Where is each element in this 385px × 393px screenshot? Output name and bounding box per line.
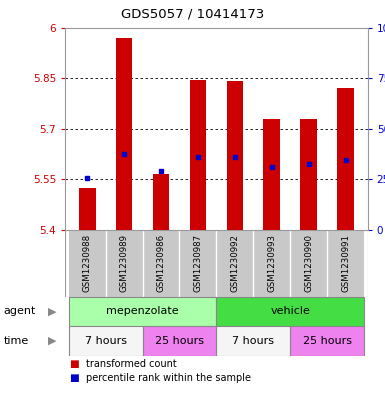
Bar	[153, 174, 169, 230]
Bar	[290, 230, 327, 297]
Text: GSM1230991: GSM1230991	[341, 234, 350, 292]
Bar	[290, 326, 364, 356]
Bar	[337, 88, 354, 230]
Text: GDS5057 / 10414173: GDS5057 / 10414173	[121, 7, 264, 20]
Bar	[142, 326, 216, 356]
Text: GSM1230993: GSM1230993	[267, 234, 276, 292]
Text: ■: ■	[69, 358, 79, 369]
Bar	[290, 326, 364, 356]
Bar	[79, 188, 95, 230]
Bar	[105, 230, 142, 297]
Bar	[253, 230, 290, 297]
Bar	[142, 230, 179, 297]
Bar	[226, 81, 243, 230]
Bar	[69, 297, 216, 326]
Bar	[69, 230, 105, 297]
Text: time: time	[4, 336, 29, 346]
Bar	[216, 297, 364, 326]
Bar	[216, 326, 290, 356]
Text: GSM1230989: GSM1230989	[120, 234, 129, 292]
Bar	[216, 326, 290, 356]
Text: 25 hours: 25 hours	[303, 336, 352, 346]
Text: GSM1230992: GSM1230992	[230, 234, 239, 292]
Bar	[179, 230, 216, 297]
Bar	[69, 326, 142, 356]
Text: transformed count: transformed count	[86, 358, 177, 369]
Bar	[69, 297, 216, 326]
Text: vehicle: vehicle	[270, 307, 310, 316]
Bar	[69, 326, 142, 356]
Bar	[300, 119, 317, 230]
Text: GSM1230990: GSM1230990	[304, 234, 313, 292]
Text: GSM1230986: GSM1230986	[157, 234, 166, 292]
Text: 25 hours: 25 hours	[155, 336, 204, 346]
Bar	[327, 230, 364, 297]
Bar	[142, 326, 216, 356]
Text: 7 hours: 7 hours	[232, 336, 274, 346]
Text: 7 hours: 7 hours	[85, 336, 127, 346]
Text: ▶: ▶	[48, 336, 56, 346]
Bar	[216, 230, 253, 297]
Bar	[263, 119, 280, 230]
Text: ▶: ▶	[48, 307, 56, 316]
Text: percentile rank within the sample: percentile rank within the sample	[86, 373, 251, 384]
Bar	[116, 38, 132, 230]
Text: mepenzolate: mepenzolate	[106, 307, 179, 316]
Text: ■: ■	[69, 373, 79, 384]
Text: GSM1230988: GSM1230988	[83, 234, 92, 292]
Text: agent: agent	[4, 307, 36, 316]
Bar	[190, 80, 206, 230]
Text: GSM1230987: GSM1230987	[193, 234, 203, 292]
Bar	[216, 297, 364, 326]
